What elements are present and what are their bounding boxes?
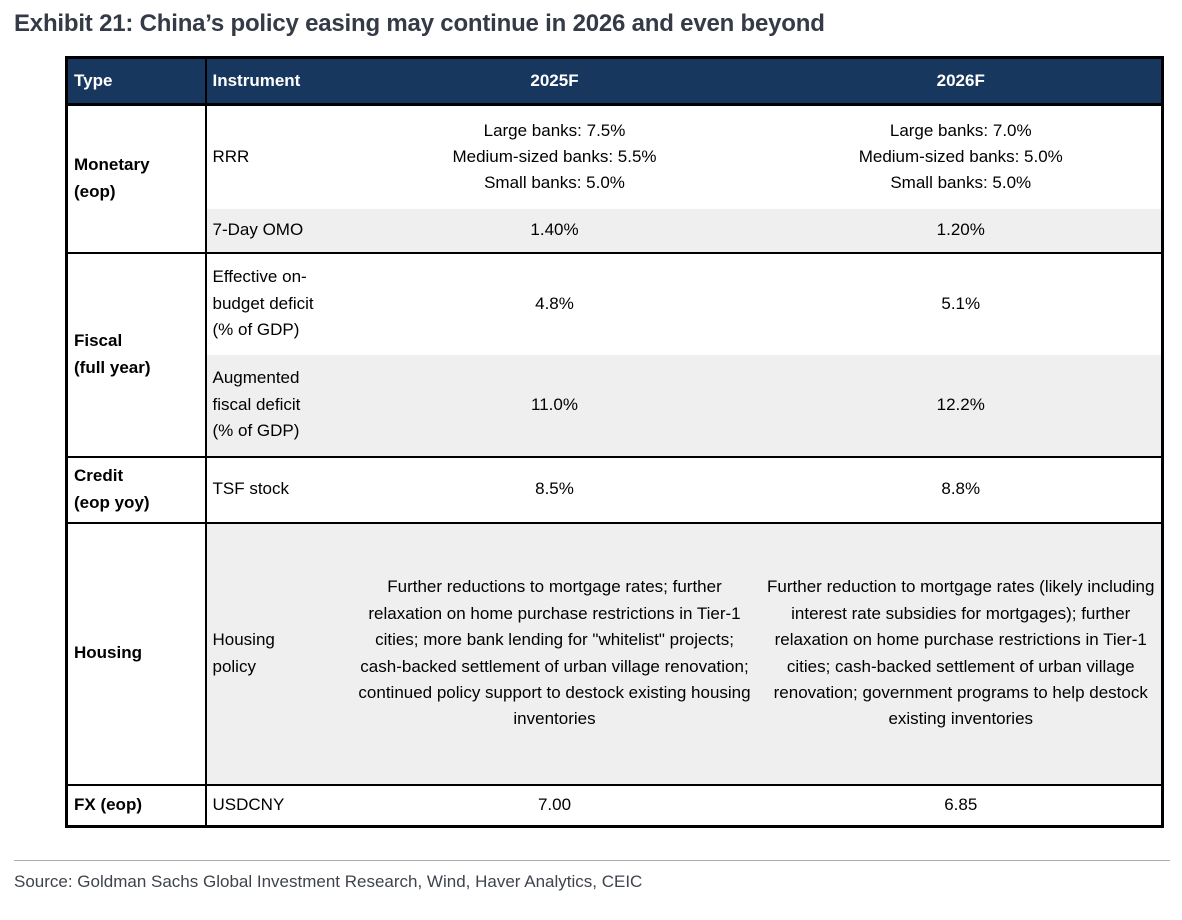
instrument-cell: Augmented fiscal deficit (% of GDP): [205, 354, 349, 457]
header-type: Type: [66, 57, 207, 106]
value-2026f: 8.8%: [760, 455, 1163, 523]
value-2025f: 11.0%: [348, 354, 761, 457]
header-2025f: 2025F: [348, 57, 761, 106]
value-2026f: 5.1%: [760, 251, 1163, 355]
type-cell-fx: FX (eop): [66, 783, 207, 827]
value-2026f: 1.20%: [760, 208, 1163, 253]
source-attribution: Source: Goldman Sachs Global Investment …: [14, 872, 643, 891]
instrument-cell: TSF stock: [205, 455, 349, 523]
policy-table: Type Instrument 2025F 2026F Monetary (eo…: [65, 56, 1164, 828]
instrument-cell: RRR: [212, 147, 250, 167]
value-2025f: 7.00: [348, 783, 761, 827]
table-row-onbudget-deficit: Fiscal (full year) Effective on- budget …: [66, 251, 1163, 457]
page-title: Exhibit 21: China’s policy easing may co…: [14, 10, 825, 37]
type-cell-housing: Housing: [66, 521, 207, 785]
footer-divider: [14, 860, 1170, 861]
table-row-augmented-deficit: Augmented fiscal deficit (% of GDP) 11.0…: [67, 354, 1163, 457]
table-row-fx: FX (eop) USDCNY 7.00 6.85: [66, 783, 1163, 827]
value-2026f: Further reduction to mortgage rates (lik…: [760, 521, 1163, 785]
type-cell-credit: Credit (eop yoy): [66, 455, 207, 523]
value-2025f: Large banks: 7.5% Medium-sized banks: 5.…: [452, 120, 657, 193]
instrument-cell: 7-Day OMO: [205, 208, 349, 253]
instrument-cell: Effective on- budget deficit (% of GDP): [205, 251, 349, 355]
type-cell-monetary: Monetary (eop): [66, 104, 207, 253]
header-instrument: Instrument: [205, 57, 349, 106]
table-row-tsf: Credit (eop yoy) TSF stock 8.5% 8.8%: [66, 455, 1163, 523]
header-row: Type Instrument 2025F 2026F: [66, 57, 1163, 106]
type-cell-fiscal: Fiscal (full year): [66, 251, 207, 457]
instrument-cell: Housing policy: [205, 521, 349, 785]
table-row-housing: Housing Housing policy Further reduction…: [66, 521, 1163, 785]
table-row-rrr: Monetary (eop) RRR Large banks: 7.5% Med…: [66, 104, 1163, 253]
value-2025f: 1.40%: [348, 208, 761, 253]
value-2026f: 12.2%: [760, 354, 1163, 457]
value-2026f: Large banks: 7.0% Medium-sized banks: 5.…: [858, 120, 1063, 193]
header-2026f: 2026F: [760, 57, 1163, 106]
value-2025f: 4.8%: [348, 251, 761, 355]
value-2025f: 8.5%: [348, 455, 761, 523]
value-2026f: 6.85: [760, 783, 1163, 827]
table-header: Type Instrument 2025F 2026F: [66, 57, 1163, 106]
instrument-cell: USDCNY: [205, 783, 349, 827]
value-2025f: Further reductions to mortgage rates; fu…: [348, 521, 761, 785]
table-row-omo: 7-Day OMO 1.40% 1.20%: [67, 208, 1163, 253]
